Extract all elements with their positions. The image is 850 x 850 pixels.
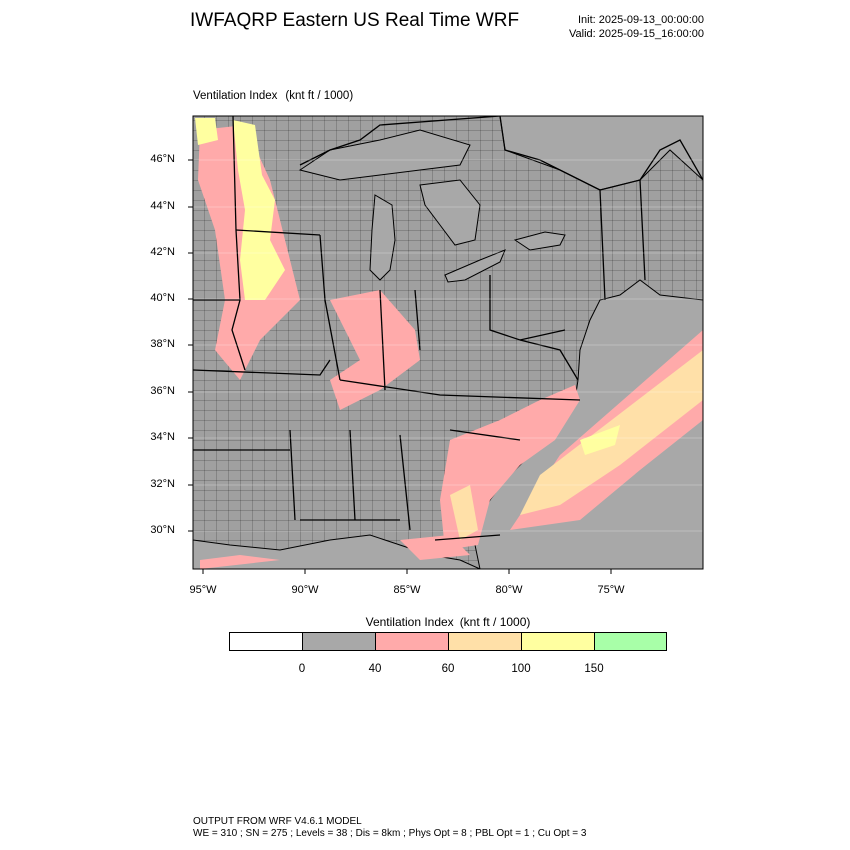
- legend-tick-0: 0: [298, 663, 306, 675]
- lake-erie: [444, 249, 506, 283]
- model-info: OUTPUT FROM WRF V4.6.1 MODEL WE = 310 ; …: [193, 816, 586, 840]
- model-version: OUTPUT FROM WRF V4.6.1 MODEL: [193, 816, 362, 827]
- lake-michigan: [369, 194, 396, 281]
- lon-label-80: 80°W: [495, 584, 523, 596]
- lat-label-36: 36°N: [150, 385, 175, 397]
- lat-label-34: 34°N: [150, 431, 175, 443]
- legend-tick-60: 60: [441, 663, 455, 675]
- legend-bin-0-40: [302, 632, 376, 651]
- lat-label-30: 30°N: [150, 524, 175, 536]
- graticule: [193, 159, 703, 532]
- run-times: Init: 2025-09-13_00:00:00 Valid: 2025-09…: [569, 13, 704, 41]
- axis-ticks: [188, 159, 612, 574]
- field-name: Ventilation Index: [193, 90, 278, 102]
- lat-label-38: 38°N: [150, 338, 175, 350]
- legend-field: Ventilation Index: [365, 615, 454, 629]
- lake-huron: [419, 179, 481, 246]
- legend-bin-100-150: [521, 632, 595, 651]
- lon-label-85: 85°W: [393, 584, 421, 596]
- state-borders: [193, 116, 646, 541]
- legend-title: Ventilation Index (knt ft / 1000): [0, 615, 850, 629]
- init-time: Init: 2025-09-13_00:00:00: [578, 14, 704, 26]
- vi-100-150-areas: [195, 118, 620, 455]
- legend-tick-100: 100: [511, 663, 531, 675]
- lon-label-95: 95°W: [189, 584, 217, 596]
- lake-superior: [298, 129, 471, 181]
- map-frame: [192, 115, 704, 570]
- model-config: WE = 310 ; SN = 275 ; Levels = 38 ; Dis …: [193, 828, 587, 839]
- lat-label-32: 32°N: [150, 478, 175, 490]
- county-grid: [193, 116, 703, 569]
- field-units: (knt ft / 1000): [285, 90, 354, 102]
- color-legend: [229, 632, 667, 651]
- legend-bin-150-plus: [594, 632, 667, 651]
- legend-tick-40: 40: [368, 663, 382, 675]
- legend-bin-40-60: [375, 632, 449, 651]
- lon-label-75: 75°W: [597, 584, 625, 596]
- legend-bin-below-0: [229, 632, 303, 651]
- legend-tick-150: 150: [584, 663, 604, 675]
- map-field-label: Ventilation Index (knt ft / 1000): [193, 90, 353, 102]
- valid-time: Valid: 2025-09-15_16:00:00: [569, 28, 704, 40]
- lat-label-44: 44°N: [150, 200, 175, 212]
- international-border: [299, 116, 703, 191]
- lat-label-40: 40°N: [150, 292, 175, 304]
- lat-label-42: 42°N: [150, 246, 175, 258]
- legend-bin-60-100: [448, 632, 522, 651]
- plot-title: IWFAQRP Eastern US Real Time WRF: [190, 10, 520, 31]
- legend-units: (knt ft / 1000): [459, 615, 531, 629]
- lake-ontario: [513, 231, 566, 251]
- lon-label-90: 90°W: [291, 584, 319, 596]
- lat-label-46: 46°N: [150, 153, 175, 165]
